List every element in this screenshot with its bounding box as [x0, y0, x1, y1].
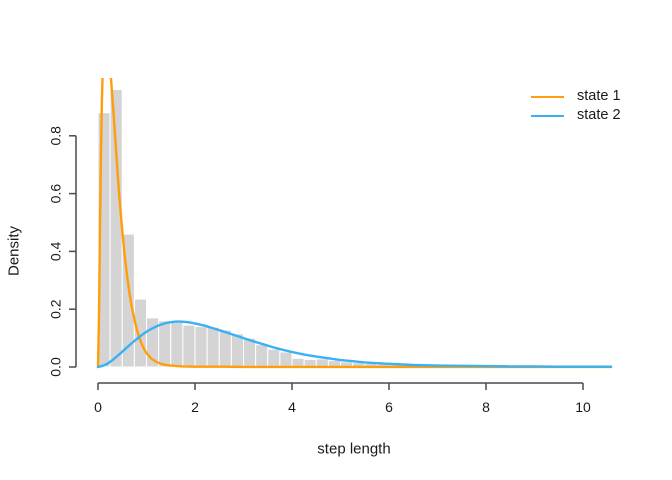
x-axis-title: step length	[317, 440, 391, 458]
histogram-bar	[194, 326, 208, 368]
state-2-curve	[96, 320, 613, 369]
y-tick-label: 0.2	[48, 299, 64, 319]
histogram-bar	[291, 357, 305, 368]
y-tick-label: 0.4	[48, 241, 64, 261]
y-tick-label: 0.0	[48, 357, 64, 377]
histogram-bar	[255, 344, 269, 368]
x-tick-label: 6	[385, 399, 393, 415]
histogram-bar	[109, 89, 123, 368]
state-2-line-icon	[531, 114, 564, 117]
x-tick-label: 10	[575, 399, 591, 415]
state-1-curve	[96, 78, 613, 369]
x-tick-label: 8	[482, 399, 490, 415]
legend-label-state-1: state 1	[577, 88, 621, 104]
legend: state 1 state 2	[531, 89, 621, 123]
histogram-bar	[279, 351, 293, 368]
legend-entry-state-1: state 1	[531, 89, 621, 104]
legend-entry-state-2: state 2	[531, 108, 621, 123]
histogram-bar	[267, 348, 281, 368]
histogram-bar	[182, 324, 196, 368]
x-tick-label: 4	[288, 399, 296, 415]
x-tick-label: 2	[191, 399, 199, 415]
y-axis-title: Density	[5, 225, 23, 277]
histogram-bar	[206, 326, 220, 368]
y-tick-label: 0.8	[48, 126, 64, 146]
state-1-line-icon	[531, 95, 564, 98]
legend-label-state-2: state 2	[577, 107, 621, 123]
histogram-bar	[170, 321, 184, 368]
y-tick-label: 0.6	[48, 184, 64, 204]
histogram-bar	[158, 320, 172, 368]
x-tick-label: 0	[94, 399, 102, 415]
histogram-bar	[218, 329, 232, 368]
